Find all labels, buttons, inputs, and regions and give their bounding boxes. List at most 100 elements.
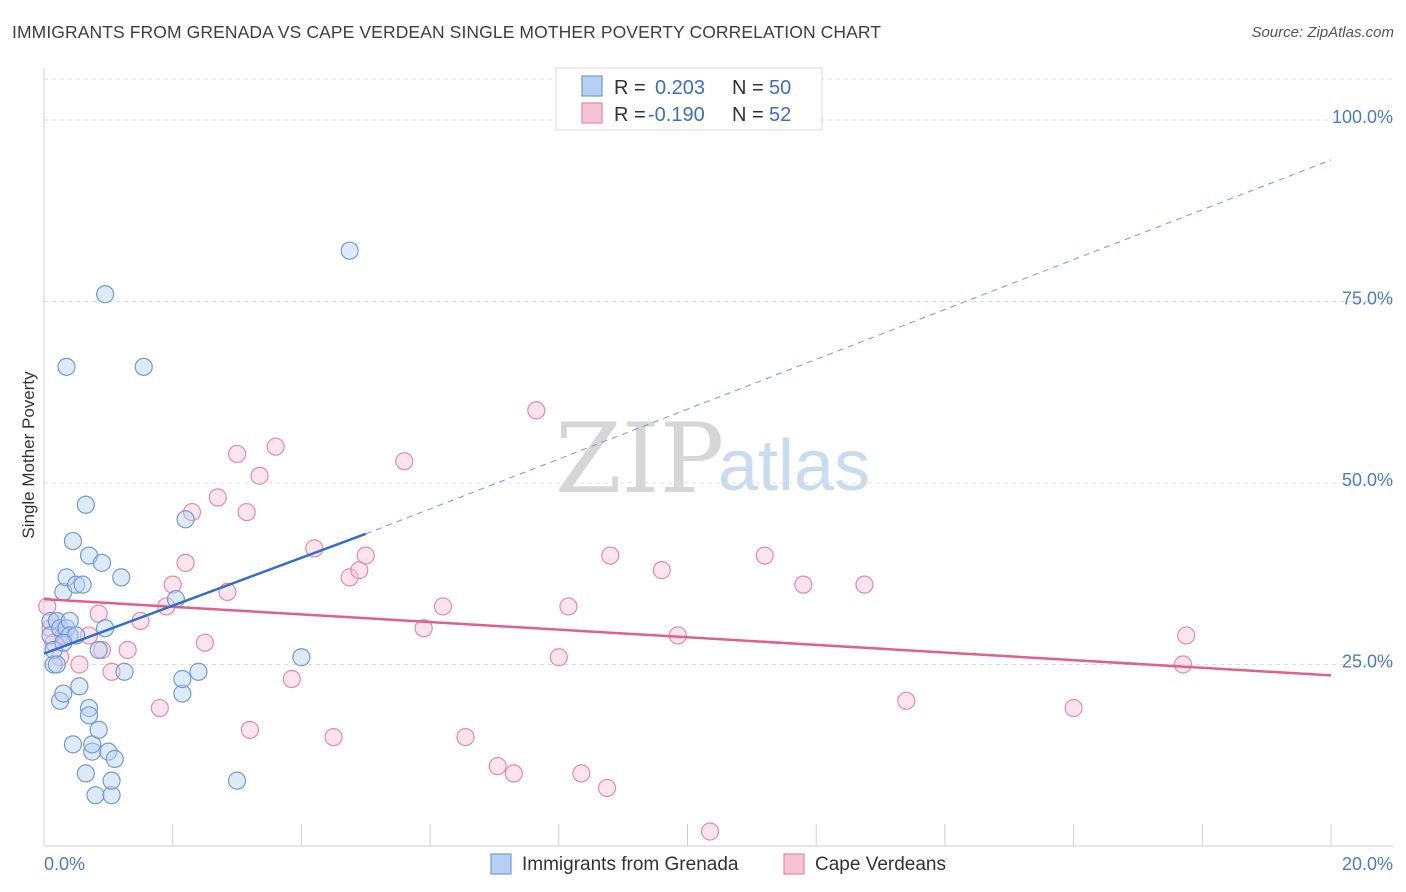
data-point [70, 655, 89, 674]
legend-r-label: R = [614, 104, 646, 126]
data-point [855, 575, 874, 594]
data-point [38, 597, 57, 616]
data-point [356, 546, 375, 565]
series-swatch-blue [490, 853, 512, 875]
trend-lines [43, 159, 1332, 677]
data-point [89, 720, 108, 739]
data-point [102, 786, 121, 805]
data-point [67, 575, 86, 594]
data-point [597, 778, 617, 798]
data-point [173, 669, 192, 689]
x-tick-label-min: 0.0% [44, 854, 85, 874]
series-label-cape-verdeans: Cape Verdeans [815, 854, 946, 875]
data-point [292, 648, 311, 667]
trend-line-cape-verdeans [43, 597, 1332, 677]
data-point [395, 452, 414, 471]
data-point [897, 691, 916, 710]
cape-verdeans-points [38, 401, 1196, 841]
series-legend: Immigrants from Grenada Cape Verdeans [490, 853, 946, 875]
data-point [700, 822, 720, 841]
data-point [340, 241, 359, 260]
data-point [237, 502, 256, 522]
data-point [572, 764, 591, 783]
data-point [115, 662, 134, 681]
chart-title: IMMIGRANTS FROM GRENADA VS CAPE VERDEAN … [12, 22, 882, 42]
series-swatch-pink [783, 853, 805, 875]
data-point [63, 531, 83, 551]
data-point [83, 742, 102, 761]
data-point [549, 648, 568, 667]
data-point [102, 662, 121, 681]
data-point [182, 502, 202, 522]
trend-line-grenada-extrapolated [365, 159, 1332, 535]
data-point [79, 706, 99, 725]
data-point [340, 568, 359, 587]
data-point [414, 619, 433, 638]
series-label-grenada: Immigrants from Grenada [522, 854, 739, 875]
data-point [433, 597, 453, 616]
data-point [112, 568, 131, 587]
data-point [105, 749, 124, 768]
data-point [240, 720, 260, 739]
correlation-legend: R = 0.203 N = 50 R = -0.190 N = 52 [555, 67, 823, 131]
source-label: Source: ZipAtlas.com [1251, 24, 1394, 41]
data-point [73, 575, 92, 594]
data-point [1064, 698, 1083, 718]
data-point [601, 546, 620, 565]
data-point [163, 575, 182, 594]
data-point [559, 597, 578, 616]
legend-n-label: N = [732, 104, 764, 126]
data-point [150, 698, 169, 718]
y-tick-label: 75.0% [1342, 289, 1393, 309]
data-point [118, 640, 137, 660]
data-point [527, 401, 546, 420]
data-point [54, 684, 73, 703]
data-point [1177, 626, 1196, 645]
data-point [57, 568, 76, 587]
data-point [70, 677, 89, 696]
legend-swatch-blue [581, 75, 603, 97]
axes [43, 68, 1393, 847]
legend-n-label: N = [732, 77, 764, 99]
data-point [63, 735, 83, 754]
data-point [652, 561, 671, 580]
data-point [86, 786, 105, 805]
y-tick-label: 50.0% [1342, 470, 1393, 490]
data-point [227, 771, 247, 790]
data-point [504, 764, 523, 783]
y-tick-labels: 100.0% 75.0% 50.0% 25.0% [1332, 107, 1393, 672]
y-tick-label: 25.0% [1342, 652, 1393, 672]
data-point [99, 742, 118, 761]
legend-n-value: 52 [769, 104, 791, 126]
data-point [134, 357, 153, 376]
watermark-zip: ZIP [555, 403, 724, 515]
data-point [488, 757, 507, 776]
grid-lines [44, 78, 1393, 665]
data-point [47, 655, 66, 674]
data-point [189, 662, 208, 681]
data-point [76, 495, 95, 514]
grenada-points [41, 241, 359, 805]
data-point [89, 640, 108, 660]
data-point [173, 684, 192, 703]
data-point [96, 285, 115, 304]
data-point [57, 357, 76, 376]
data-point [92, 553, 112, 572]
data-point [50, 619, 70, 638]
data-point [755, 546, 774, 565]
data-point [324, 727, 343, 747]
legend-n-value: 50 [769, 77, 791, 99]
data-point [76, 764, 95, 783]
data-point [195, 633, 214, 652]
data-point [176, 553, 195, 572]
legend-r-label: R = [614, 77, 646, 99]
y-axis-label: Single Mother Poverty [19, 371, 38, 539]
data-point [282, 669, 301, 689]
data-point [266, 437, 285, 456]
x-tick-labels: 0.0% 20.0% [44, 854, 1393, 874]
data-point [250, 466, 269, 485]
data-point [41, 611, 60, 631]
data-point [176, 510, 195, 529]
y-tick-label: 100.0% [1332, 107, 1393, 127]
